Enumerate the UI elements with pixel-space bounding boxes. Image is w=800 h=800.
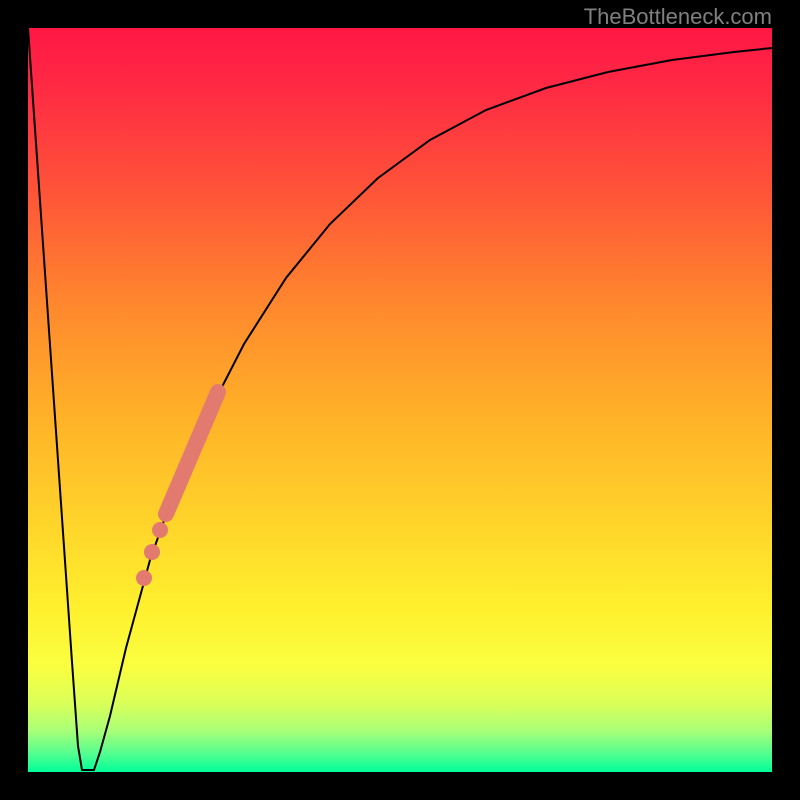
watermark-text: TheBottleneck.com bbox=[584, 4, 772, 30]
highlight-dot-2 bbox=[136, 570, 152, 586]
bottleneck-curve-chart bbox=[0, 0, 800, 800]
plot-background bbox=[28, 28, 772, 772]
highlight-dot-0 bbox=[152, 522, 168, 538]
chart-container: { "canvas": { "width": 800, "height": 80… bbox=[0, 0, 800, 800]
highlight-dot-1 bbox=[144, 544, 160, 560]
